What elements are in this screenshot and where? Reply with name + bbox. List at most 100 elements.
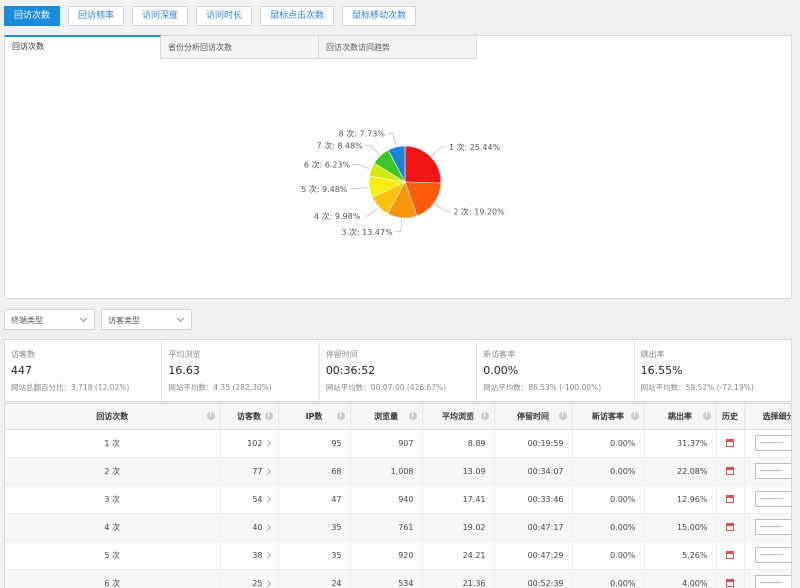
table-row: 2 次 77 68 1,008 13.09 00:34:07 0.00% 22.08% ----… [5,457,793,486]
visitor-type-dropdown[interactable]: 访客类型 [101,309,192,330]
col-visits[interactable]: 回访次数 i [5,404,221,430]
return-visits-button[interactable]: 回访次数 [4,6,61,26]
segment-select[interactable]: --------- [754,435,793,451]
cell-segment[interactable]: --------- [744,485,793,514]
chevron-right-icon[interactable] [263,579,271,587]
calendar-icon[interactable] [726,495,734,503]
info-icon[interactable]: i [702,412,711,420]
chevron-down-icon[interactable] [792,548,793,562]
cell-visits: 2 次 [5,457,221,486]
cell-new-visitor-rate: 0.00% [572,457,645,486]
calendar-icon[interactable] [726,551,734,559]
cell-visitors[interactable]: 54 [220,485,279,514]
chevron-down-icon[interactable] [792,520,793,534]
cell-segment[interactable]: --------- [744,569,793,588]
calendar-icon[interactable] [726,579,734,587]
info-icon[interactable]: i [630,412,639,420]
stat-label: 新访客率 [483,350,516,359]
info-icon[interactable]: i [558,412,567,420]
chevron-down-icon[interactable] [792,464,793,478]
cell-visitors[interactable]: 38 [220,541,279,570]
cell-ip: 68 [278,457,351,486]
col-pageviews[interactable]: 浏览量 i [350,404,423,430]
stat-sub: 网站平均数：4.35 (282.30%) [168,383,272,392]
segment-select[interactable]: --------- [754,575,793,588]
cell-ip: 47 [278,485,351,514]
stat-value: 16.63 [168,364,200,377]
cell-avg-views: 21.36 [422,569,495,588]
info-icon[interactable]: i [408,412,417,420]
cell-history[interactable] [716,429,745,458]
pie-slice-label: 7 次: 8.48% [317,140,364,150]
col-history: 历史 [716,404,745,430]
col-new-visitor-rate[interactable]: 新访客率 i [572,404,645,430]
cell-segment[interactable]: --------- [744,541,793,570]
info-icon[interactable]: i [480,412,489,420]
stat-label: 跳出率 [640,350,665,359]
mouse-moves-button[interactable]: 鼠标移动次数 [342,6,417,26]
cell-history[interactable] [716,457,745,486]
cell-history[interactable] [716,485,745,514]
info-icon[interactable]: i [336,412,345,420]
tab-return-visits[interactable]: 回访次数 [4,35,161,59]
info-icon[interactable]: i [264,412,273,420]
pie-slice[interactable] [404,145,442,184]
chevron-right-icon[interactable] [263,495,271,503]
mouse-clicks-button[interactable]: 鼠标点击次数 [260,6,335,26]
tab-province-analysis[interactable]: 省份分析回访次数 [161,35,319,59]
segment-select[interactable]: --------- [754,491,793,507]
cell-visits: 3 次 [5,485,221,514]
cell-visitors[interactable]: 40 [220,513,279,542]
pie-slice-label: 6 次: 6.23% [304,160,351,170]
segment-select[interactable]: --------- [754,547,793,563]
stat-sub: 网站平均数：59.52% (-72.19%) [640,383,754,392]
cell-avg-views: 13.09 [422,457,495,486]
segment-select[interactable]: --------- [754,519,793,535]
cell-visitors[interactable]: 25 [220,569,279,588]
cell-visitors[interactable]: 77 [220,457,279,486]
terminal-type-dropdown[interactable]: 终端类型 [4,309,95,330]
table-row: 4 次 40 35 761 19.02 00:47:17 0.00% 15.00% ------… [5,513,793,542]
pie-slice-label: 1 次: 25.44% [449,142,501,152]
calendar-icon[interactable] [726,523,734,531]
visit-depth-button[interactable]: 访问深度 [132,6,189,26]
info-icon[interactable]: i [206,412,215,420]
visit-duration-button[interactable]: 访问时长 [196,6,253,26]
col-avg-views[interactable]: 平均浏览 i [422,404,495,430]
cell-pageviews: 940 [350,485,423,514]
cell-visits: 5 次 [5,541,221,570]
stat-visitors: 访客数 447 网站总翻百分比：3,718 (12.02%) [5,340,163,401]
cell-history[interactable] [716,513,745,542]
chevron-down-icon[interactable] [792,436,793,450]
table-row: 3 次 54 47 940 17.41 00:33:46 0.00% 12.96% ------… [5,485,793,514]
cell-pageviews: 761 [350,513,423,542]
pie-slice-label: 5 次: 9.48% [301,184,348,194]
segment-select[interactable]: --------- [754,463,793,479]
cell-avg-views: 8.89 [422,429,495,458]
cell-segment[interactable]: --------- [744,429,793,458]
cell-visitors[interactable]: 102 [220,429,279,458]
cell-bounce-rate: 31.37% [644,429,717,458]
cell-history[interactable] [716,569,745,588]
chevron-right-icon[interactable] [263,523,271,531]
calendar-icon[interactable] [726,439,734,447]
stat-value: 00:36:52 [325,364,376,377]
chevron-right-icon[interactable] [263,551,271,559]
chevron-down-icon[interactable] [792,576,793,588]
chevron-right-icon[interactable] [263,439,271,447]
col-bounce-rate[interactable]: 跳出率 i [644,404,717,430]
col-ip[interactable]: IP数 i [278,404,351,430]
cell-history[interactable] [716,541,745,570]
return-frequency-button[interactable]: 回访频率 [68,6,125,26]
col-visitors[interactable]: 访客数 i [220,404,279,430]
cell-segment[interactable]: --------- [744,513,793,542]
tab-visit-trend[interactable]: 回访次数访问趋势 [319,35,477,59]
cell-segment[interactable]: --------- [744,457,793,486]
pie-slice[interactable] [387,145,406,183]
col-stay-time[interactable]: 停留时间 i [494,404,573,430]
cell-ip: 35 [278,513,351,542]
cell-pageviews: 907 [350,429,423,458]
chevron-right-icon[interactable] [263,467,271,475]
calendar-icon[interactable] [726,467,734,475]
chevron-down-icon[interactable] [792,492,793,506]
